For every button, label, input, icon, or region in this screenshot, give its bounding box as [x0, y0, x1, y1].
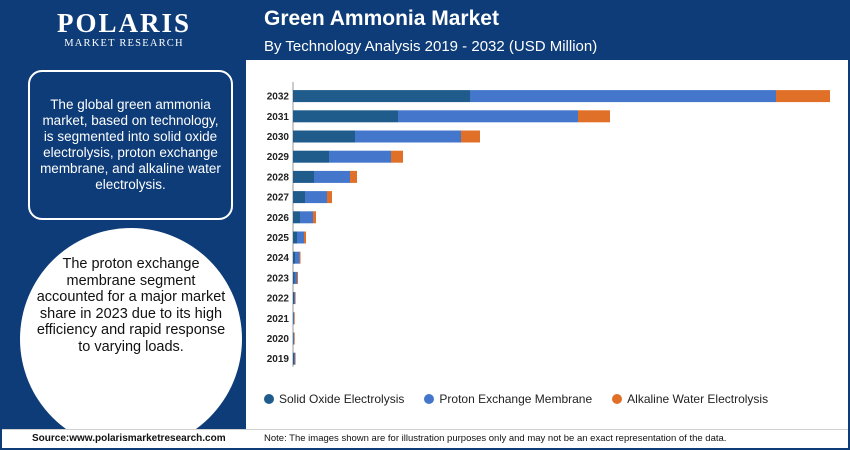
bar-segment-proton-exchange-membrane	[329, 150, 391, 163]
bar-segment-alkaline-water-electrolysis	[295, 352, 296, 365]
bar-segment-proton-exchange-membrane	[293, 332, 295, 345]
bar-segment-solid-oxide-electrolysis	[293, 271, 295, 284]
chart-title: Green Ammonia Market	[264, 7, 499, 30]
brand-logo: POLARIS MARKET RESEARCH	[2, 8, 246, 50]
header-bar	[246, 2, 848, 60]
y-tick-label: 2026	[267, 213, 290, 224]
legend-swatch	[264, 394, 274, 404]
bar-segment-proton-exchange-membrane	[305, 191, 327, 204]
legend-swatch	[424, 394, 435, 404]
brand-name: POLARIS	[56, 8, 192, 38]
legend-label: Alkaline Water Electrolysis	[627, 392, 769, 406]
y-tick-label: 2024	[267, 253, 290, 264]
y-tick-label: 2030	[267, 132, 290, 143]
legend-item: Alkaline Water Electrolysis	[612, 392, 768, 406]
legend-item: Solid Oxide Electrolysis	[264, 392, 404, 406]
bar-segment-solid-oxide-electrolysis	[293, 90, 470, 103]
bar-segment-alkaline-water-electrolysis	[294, 312, 295, 325]
legend-label: Solid Oxide Electrolysis	[279, 392, 405, 406]
legend-swatch	[612, 394, 623, 404]
highlight-circle	[20, 228, 242, 448]
bar-segment-solid-oxide-electrolysis	[293, 312, 294, 325]
footer-bar	[2, 429, 848, 448]
bar-segment-solid-oxide-electrolysis	[293, 170, 314, 183]
bar-segment-proton-exchange-membrane	[398, 110, 578, 123]
bar-segment-alkaline-water-electrolysis	[295, 292, 296, 305]
bar-segment-solid-oxide-electrolysis	[293, 332, 294, 345]
bar-segment-alkaline-water-electrolysis	[304, 231, 306, 244]
bar-segment-solid-oxide-electrolysis	[293, 130, 355, 143]
bar-segment-alkaline-water-electrolysis	[297, 271, 298, 284]
legend-item: Proton Exchange Membrane	[424, 392, 592, 406]
bar-segment-solid-oxide-electrolysis	[293, 352, 294, 365]
bar-segment-alkaline-water-electrolysis	[461, 130, 480, 143]
summary-text: The global green ammonia market, based o…	[40, 97, 221, 192]
bar-segment-solid-oxide-electrolysis	[293, 231, 297, 244]
bar-segment-solid-oxide-electrolysis	[293, 150, 329, 163]
y-tick-label: 2032	[267, 92, 290, 103]
bar-segment-solid-oxide-electrolysis	[293, 251, 295, 264]
bar-segment-proton-exchange-membrane	[355, 130, 461, 143]
y-tick-label: 2022	[267, 294, 290, 305]
y-tick-label: 2029	[267, 152, 290, 163]
bar-segment-alkaline-water-electrolysis	[391, 150, 403, 163]
stacked-bar-chart: 2032 2031 2030 2029 2028 2027 2026 2025 2024 2023…	[267, 82, 830, 367]
chart-subtitle: By Technology Analysis 2019 - 2032 (USD …	[264, 38, 598, 55]
bar-segment-alkaline-water-electrolysis	[776, 90, 830, 103]
bar-segment-alkaline-water-electrolysis	[299, 251, 301, 264]
bar-segment-alkaline-water-electrolysis	[294, 332, 295, 345]
bar-segment-proton-exchange-membrane	[294, 292, 295, 305]
bar-segment-alkaline-water-electrolysis	[327, 191, 332, 204]
y-tick-label: 2025	[267, 233, 290, 244]
bar-segment-proton-exchange-membrane	[314, 170, 350, 183]
bar-segment-alkaline-water-electrolysis	[350, 170, 357, 183]
bar-segment-solid-oxide-electrolysis	[293, 292, 294, 305]
source-text: Source:www.polarismarketresearch.com	[32, 433, 226, 444]
bar-segment-alkaline-water-electrolysis	[313, 211, 316, 224]
y-tick-label: 2023	[267, 273, 290, 284]
y-tick-label: 2019	[267, 354, 290, 365]
legend-label: Proton Exchange Membrane	[439, 392, 593, 406]
bar-segment-solid-oxide-electrolysis	[293, 110, 398, 123]
y-tick-label: 2020	[267, 334, 290, 345]
bar-segment-proton-exchange-membrane	[294, 352, 295, 365]
y-tick-label: 2027	[267, 193, 290, 204]
bar-segment-alkaline-water-electrolysis	[578, 110, 610, 123]
brand-tagline: MARKET RESEARCH	[64, 38, 184, 49]
bar-segment-solid-oxide-electrolysis	[293, 211, 300, 224]
bar-segment-proton-exchange-membrane	[293, 312, 295, 325]
chart-legend: Solid Oxide Electrolysis Proton Exchange …	[264, 392, 788, 406]
y-tick-label: 2031	[267, 112, 290, 123]
bar-segment-proton-exchange-membrane	[297, 231, 304, 244]
bar-segment-proton-exchange-membrane	[300, 211, 313, 224]
bar-segment-solid-oxide-electrolysis	[293, 191, 305, 204]
highlight-text: The proton exchange membrane segment acc…	[36, 256, 226, 355]
bar-segment-proton-exchange-membrane	[295, 251, 300, 264]
y-tick-label: 2028	[267, 172, 290, 183]
y-tick-label: 2021	[267, 314, 290, 325]
bar-segment-proton-exchange-membrane	[294, 271, 297, 284]
summary-box: The global green ammonia market, based o…	[28, 70, 233, 220]
disclaimer-note: Note: The images shown are for illustrat…	[264, 433, 727, 444]
bar-segment-proton-exchange-membrane	[470, 90, 776, 103]
